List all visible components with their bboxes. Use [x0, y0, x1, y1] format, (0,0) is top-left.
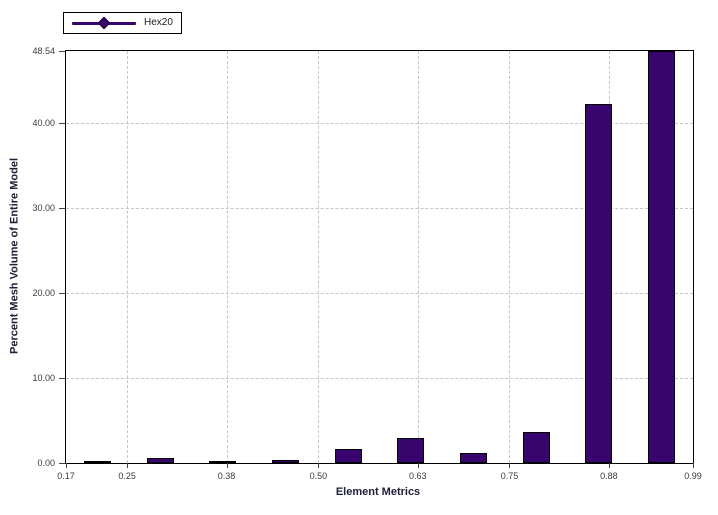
x-tick-mark: [127, 463, 129, 468]
y-tick-label: 10.00: [32, 373, 55, 384]
plot-area: 0.00 10.00 20.00 30.00 40.00 48.54 0.17 0.25 0.3…: [32, 47, 701, 481]
y-tick-label: 48.54: [32, 46, 55, 56]
x-tick-mark: [226, 463, 228, 468]
bar: [585, 103, 613, 463]
y-tick-mark: [59, 378, 65, 380]
x-tick-label: 0.38: [217, 471, 236, 481]
x-tick-mark: [318, 463, 320, 468]
bar: [271, 460, 299, 463]
y-tick-label: 0.00: [37, 458, 55, 468]
v-gridline: [127, 51, 129, 463]
x-tick-label: 0.25: [118, 471, 136, 481]
x-tick-label: 0.63: [408, 471, 427, 481]
h-gridline: [66, 378, 693, 380]
legend-series-label: Hex20: [144, 17, 173, 28]
h-gridline: [66, 208, 693, 210]
y-tick-label: 30.00: [32, 203, 55, 214]
x-tick-mark: [66, 463, 67, 468]
y-axis-title: Percent Mesh Volume of Entire Model: [8, 158, 21, 354]
x-tick-label: 0.75: [500, 471, 519, 481]
bar: [397, 437, 425, 463]
bar: [460, 452, 488, 463]
x-tick-mark: [509, 463, 511, 468]
legend-line-sample: [72, 16, 136, 30]
y-tick-label: 20.00: [32, 288, 55, 299]
x-tick-label: 0.17: [57, 471, 75, 481]
x-tick-mark: [608, 463, 610, 468]
bar: [334, 449, 362, 463]
x-axis-title: Element Metrics: [335, 486, 421, 498]
v-gridline: [226, 51, 228, 463]
v-gridline: [417, 51, 419, 463]
v-gridline: [318, 51, 320, 463]
bar: [146, 458, 174, 463]
v-gridline: [509, 51, 511, 463]
bar: [522, 432, 550, 463]
bar: [648, 51, 676, 463]
h-gridline: [66, 123, 693, 125]
y-tick-mark: [59, 208, 65, 210]
bar: [209, 461, 237, 463]
h-gridline: [66, 293, 693, 295]
x-tick-mark: [693, 463, 694, 468]
bar: [83, 461, 111, 463]
y-tick-label: 40.00: [32, 118, 55, 129]
legend: Hex20: [63, 12, 182, 34]
legend-marker-icon: [97, 16, 111, 30]
x-tick-label: 0.50: [309, 471, 328, 481]
x-tick-mark: [417, 463, 419, 468]
x-tick-label: 0.99: [684, 471, 702, 481]
y-tick-mark: [59, 463, 65, 464]
y-tick-mark: [59, 123, 65, 125]
y-tick-mark: [59, 51, 65, 52]
x-tick-label: 0.88: [600, 471, 618, 481]
y-tick-mark: [59, 293, 65, 295]
